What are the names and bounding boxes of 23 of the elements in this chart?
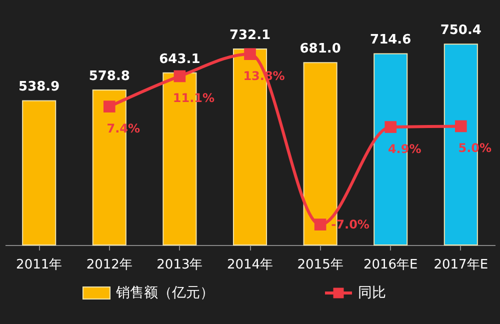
legend-label: 销售额（亿元） xyxy=(115,285,214,301)
point xyxy=(384,121,397,133)
x-tick-label: 2017年E xyxy=(434,258,488,272)
x-tick-label: 2011年 xyxy=(16,258,62,272)
x-tick-label: 2013年 xyxy=(156,258,203,272)
data-label: 538.9 xyxy=(18,80,60,95)
point xyxy=(174,70,186,82)
x-tick-label: 2015年 xyxy=(297,258,344,272)
data-label: 643.1 xyxy=(159,52,200,67)
data-label: 681.0 xyxy=(300,42,341,57)
x-tick-label: 2014年 xyxy=(226,258,274,272)
data-label: 578.8 xyxy=(88,69,130,84)
x-tick-label: 2016年E xyxy=(363,258,418,272)
point xyxy=(244,48,256,60)
point xyxy=(454,120,467,132)
x-tick-label: 2012年 xyxy=(86,258,132,272)
legend-label: 同比 xyxy=(358,285,386,301)
point xyxy=(314,218,326,230)
point xyxy=(103,100,116,112)
bar xyxy=(22,100,56,246)
data-label: 732.1 xyxy=(229,28,271,44)
data-label: 714.6 xyxy=(370,32,412,48)
data-label: 750.4 xyxy=(440,23,482,38)
